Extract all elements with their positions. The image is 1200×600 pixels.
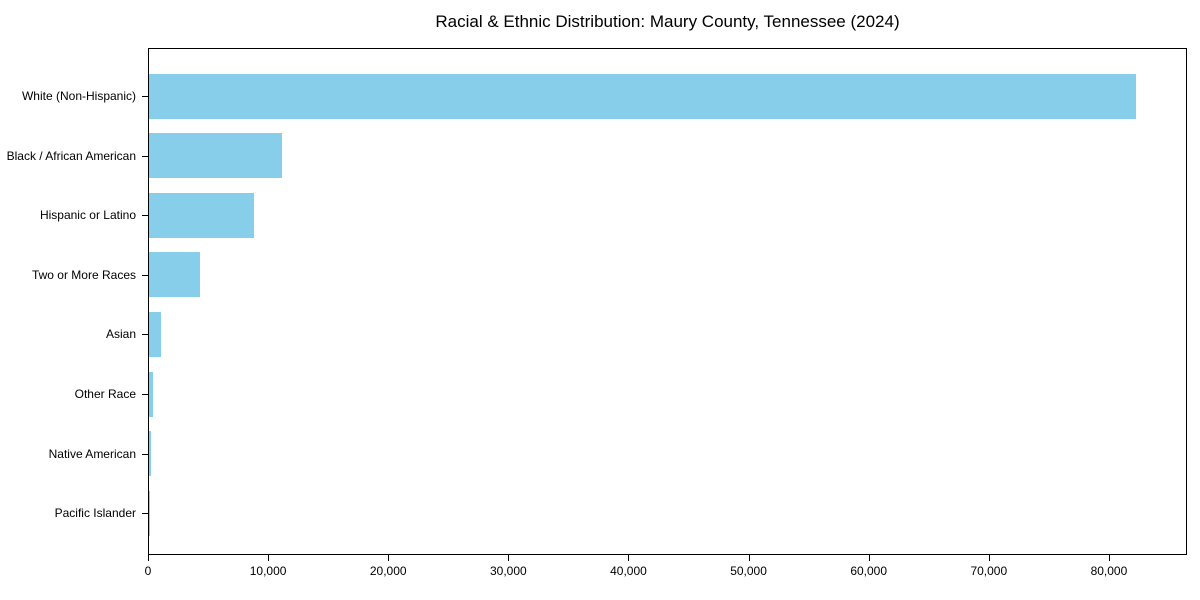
x-tick-label: 50,000: [730, 564, 767, 578]
x-tick-label: 70,000: [970, 564, 1008, 578]
y-tick-label: Pacific Islander: [54, 506, 136, 521]
y-tick-mark: [142, 453, 148, 455]
y-tick-mark: [142, 274, 148, 276]
x-tick-mark: [988, 555, 990, 561]
x-tick-mark: [268, 555, 270, 561]
x-tick-label: 30,000: [489, 564, 527, 578]
y-tick-label: Black / African American: [6, 148, 136, 163]
x-tick-mark: [508, 555, 510, 561]
y-tick-label: White (Non-Hispanic): [21, 89, 136, 103]
x-tick-label: 10,000: [249, 564, 287, 578]
y-tick-label: Other Race: [74, 387, 136, 401]
y-tick-mark: [142, 334, 148, 336]
bar-white-non-hispanic: [149, 73, 1137, 119]
x-tick-label: 0: [144, 564, 152, 578]
bar-native-american: [149, 431, 152, 477]
plot-area: [148, 48, 1187, 555]
y-tick-mark: [142, 513, 148, 515]
y-tick-label: Hispanic or Latino: [39, 208, 136, 223]
x-tick-label: 60,000: [850, 564, 888, 578]
x-tick-label: 20,000: [369, 564, 407, 578]
bar-black-african-american: [149, 133, 282, 179]
x-tick-mark: [1108, 555, 1110, 561]
y-tick-label: Asian: [105, 327, 136, 342]
y-tick-label: Two or More Races: [31, 267, 136, 282]
bar-asian: [149, 311, 162, 357]
x-tick-mark: [868, 555, 870, 561]
x-tick-mark: [748, 555, 750, 561]
x-tick-label: 80,000: [1090, 564, 1128, 578]
y-tick-mark: [142, 215, 148, 217]
bar-hispanic-or-latino: [149, 192, 254, 238]
x-tick-mark: [148, 555, 149, 561]
x-tick-mark: [388, 555, 390, 561]
x-tick-label: 40,000: [610, 564, 647, 578]
y-tick-mark: [142, 155, 148, 157]
chart-title: Racial & Ethnic Distribution: Maury Coun…: [435, 12, 900, 31]
y-tick-label: Native American: [48, 446, 136, 461]
x-tick-mark: [628, 555, 630, 561]
y-tick-mark: [142, 96, 148, 97]
bar-two-or-more-races: [149, 252, 201, 298]
bar-pacific-islander: [149, 490, 150, 536]
bar-other-race: [149, 371, 153, 417]
y-tick-mark: [142, 394, 148, 395]
